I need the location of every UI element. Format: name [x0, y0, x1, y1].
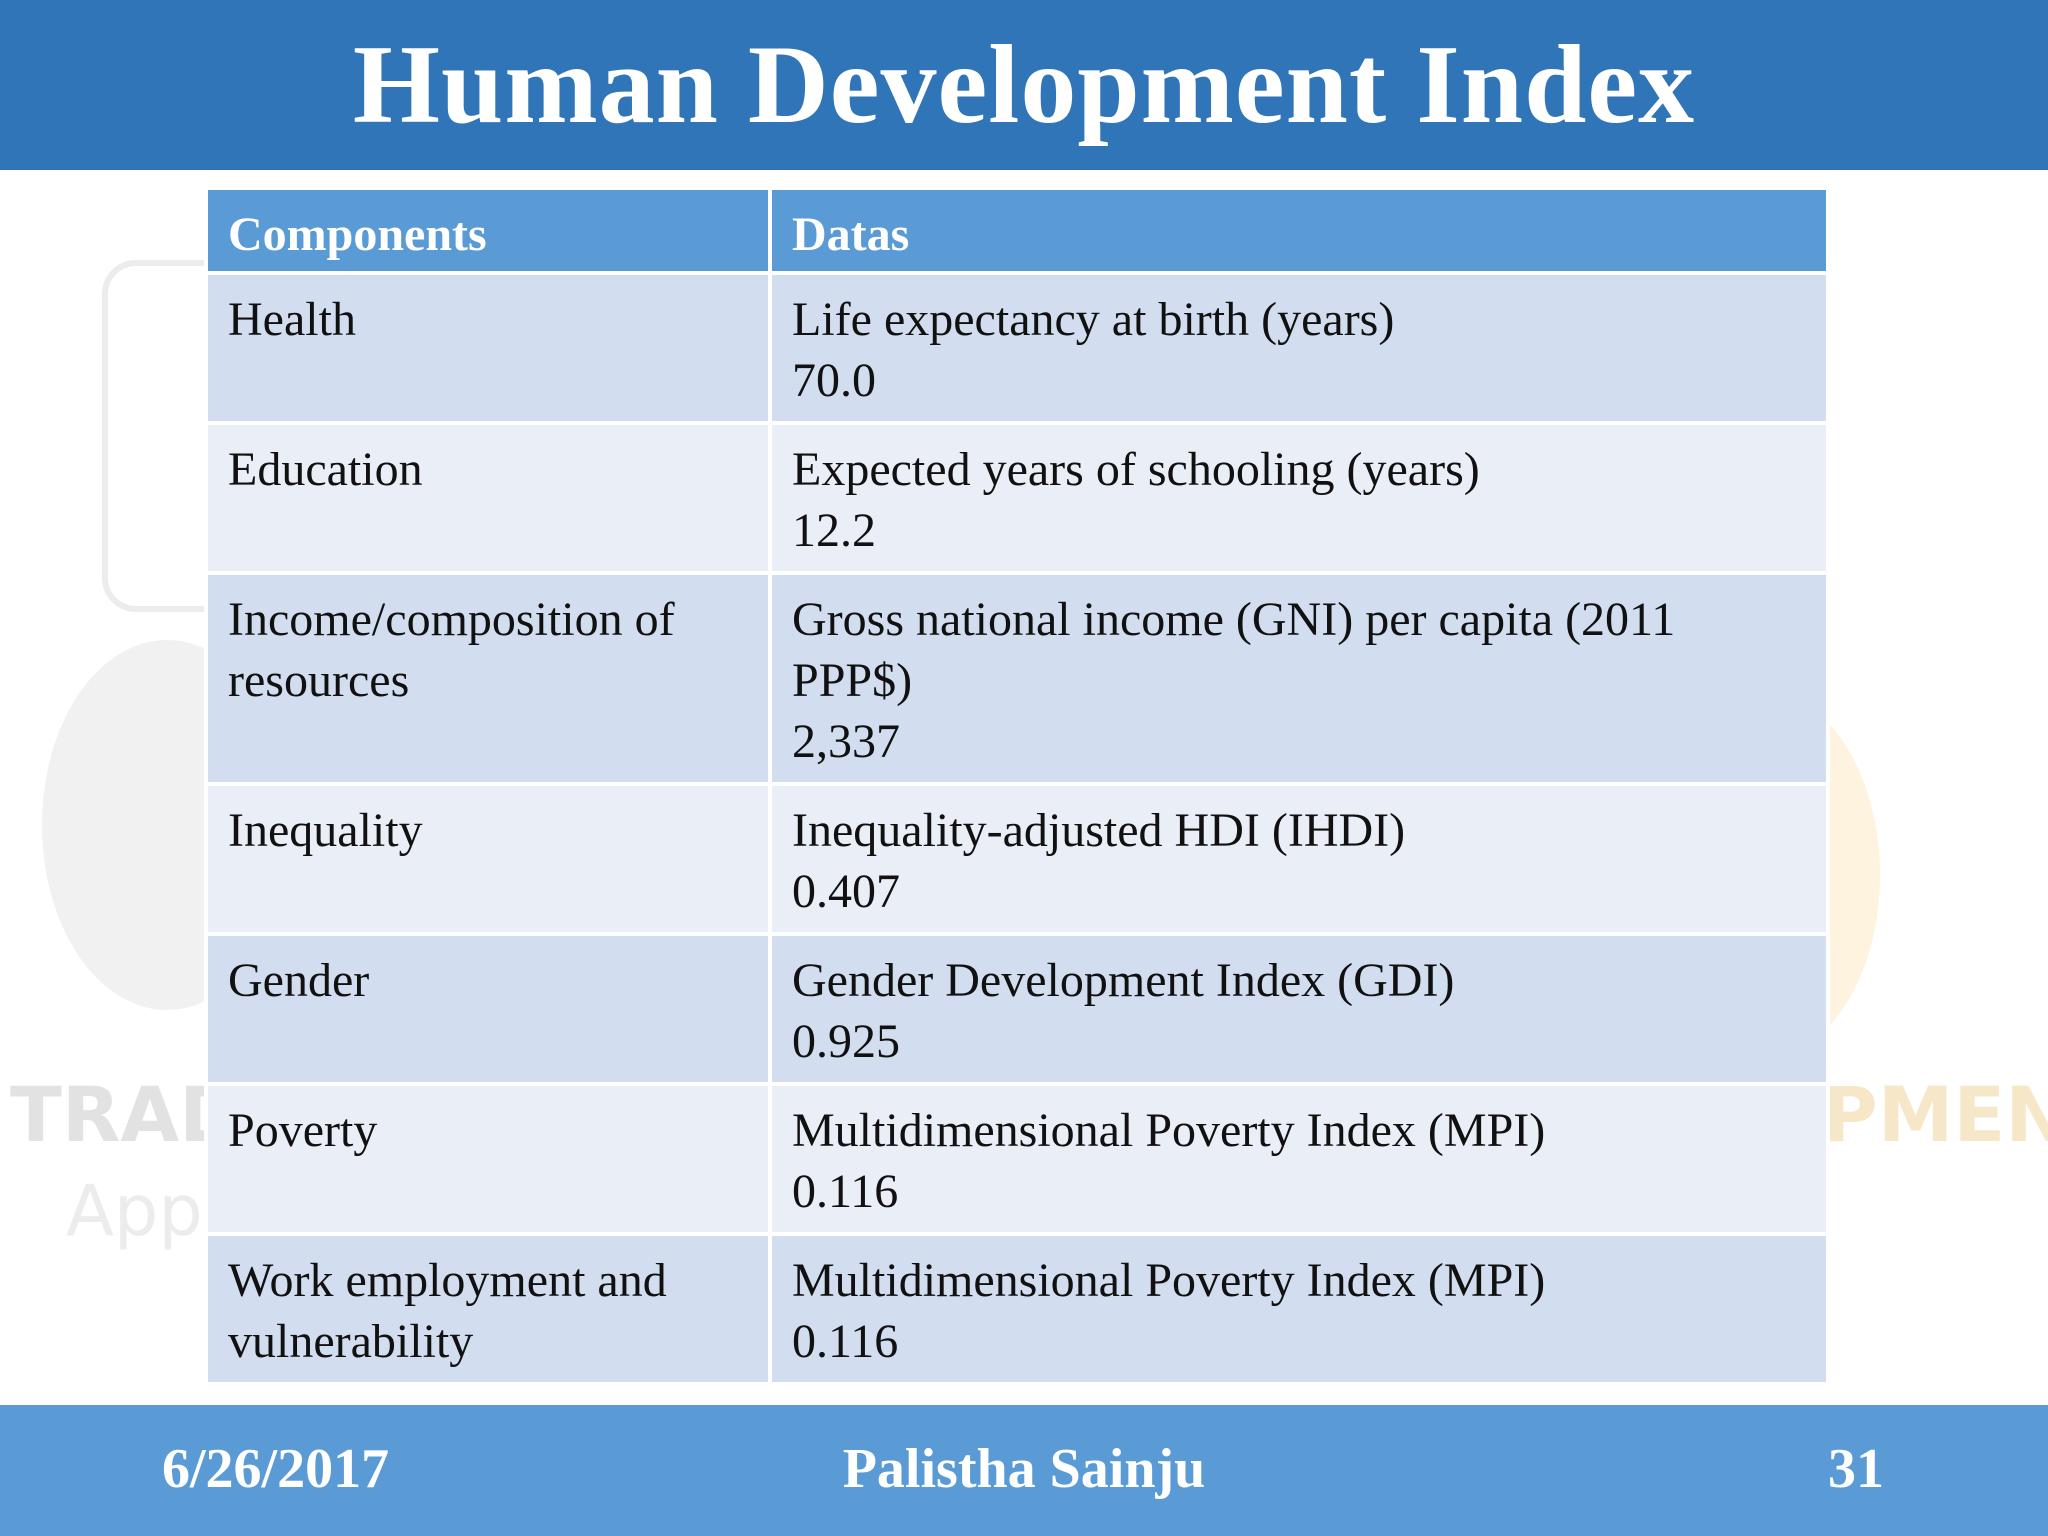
data-value: 2,337 [792, 715, 900, 768]
component-cell: Work employment and vulnerability [204, 1232, 772, 1386]
data-cell: Gross national income (GNI) per capita (… [768, 571, 1830, 786]
data-cell: Expected years of schooling (years) 12.2 [768, 421, 1830, 575]
data-value: 0.407 [792, 865, 900, 918]
table-row: Education Expected years of schooling (y… [204, 421, 1830, 575]
component-cell: Health [204, 271, 772, 425]
component-cell: Income/composition of resources [204, 571, 772, 786]
component-cell: Gender [204, 932, 772, 1086]
component-text: Inequality [228, 804, 423, 857]
component-cell: Inequality [204, 782, 772, 936]
table-row: Gender Gender Development Index (GDI) 0.… [204, 932, 1830, 1086]
table-row: Income/composition of resources Gross na… [204, 571, 1830, 786]
component-text: Work employment and [228, 1254, 667, 1307]
component-cell: Education [204, 421, 772, 575]
data-label: Inequality-adjusted HDI (IHDI) [792, 804, 1406, 857]
data-label: Multidimensional Poverty Index (MPI) [792, 1104, 1546, 1157]
footer-author: Palistha Sainju [842, 1438, 1206, 1500]
watermark-text-left-2: Appr [66, 1170, 232, 1252]
hdi-table: Components Datas Health Life expectancy … [204, 186, 1830, 1386]
header-datas: Datas [768, 186, 1830, 275]
data-label: Life expectancy at birth (years) [792, 293, 1395, 346]
data-label: PPP$) [792, 654, 913, 707]
component-text: vulnerability [228, 1315, 474, 1368]
component-text: Education [228, 443, 423, 496]
data-cell: Inequality-adjusted HDI (IHDI) 0.407 [768, 782, 1830, 936]
data-label: Gender Development Index (GDI) [792, 954, 1455, 1007]
title-bar: Human Development Index [0, 0, 2048, 170]
footer-bar: 6/26/2017 Palistha Sainju 31 [0, 1405, 2048, 1536]
page-number: 31 [1828, 1438, 1884, 1500]
component-text: Poverty [228, 1104, 378, 1157]
footer-date: 6/26/2017 [162, 1438, 390, 1500]
data-cell: Multidimensional Poverty Index (MPI) 0.1… [768, 1082, 1830, 1236]
component-text: Health [228, 293, 356, 346]
table-header-row: Components Datas [204, 186, 1830, 275]
data-value: 0.116 [792, 1315, 899, 1368]
watermark-text-right: PMENT [1822, 1070, 2048, 1159]
table-row: Poverty Multidimensional Poverty Index (… [204, 1082, 1830, 1236]
table-row: Inequality Inequality-adjusted HDI (IHDI… [204, 782, 1830, 936]
table-row: Health Life expectancy at birth (years) … [204, 271, 1830, 425]
component-text: Gender [228, 954, 370, 1007]
data-label: Gross national income (GNI) per capita (… [792, 593, 1676, 646]
data-value: 70.0 [792, 354, 876, 407]
component-text: resources [228, 654, 410, 707]
data-value: 0.925 [792, 1015, 900, 1068]
data-value: 12.2 [792, 504, 876, 557]
table-row: Work employment and vulnerability Multid… [204, 1232, 1830, 1386]
data-value: 0.116 [792, 1165, 899, 1218]
component-text: Income/composition of [228, 593, 675, 646]
component-cell: Poverty [204, 1082, 772, 1236]
slide-title: Human Development Index [352, 23, 1696, 147]
data-cell: Life expectancy at birth (years) 70.0 [768, 271, 1830, 425]
data-label: Expected years of schooling (years) [792, 443, 1480, 496]
header-components: Components [204, 186, 772, 275]
data-cell: Gender Development Index (GDI) 0.925 [768, 932, 1830, 1086]
data-cell: Multidimensional Poverty Index (MPI) 0.1… [768, 1232, 1830, 1386]
data-label: Multidimensional Poverty Index (MPI) [792, 1254, 1546, 1307]
